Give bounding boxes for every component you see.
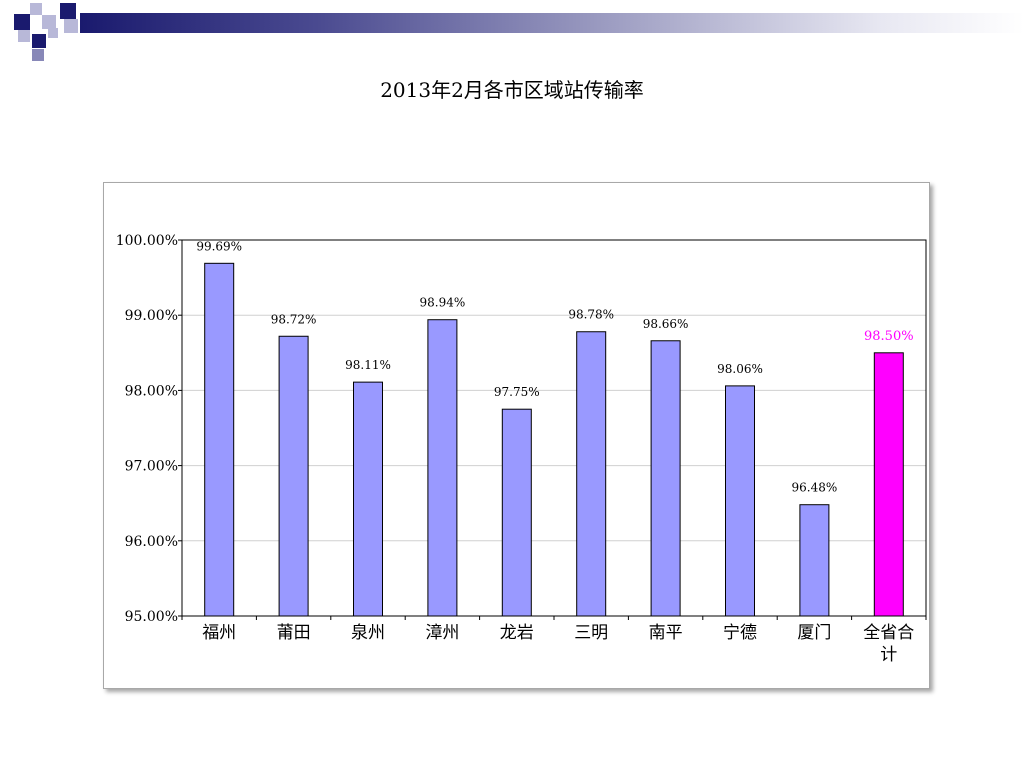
deco-square <box>32 49 44 61</box>
bar <box>725 385 755 617</box>
bar <box>501 408 532 617</box>
deco-square <box>60 3 76 19</box>
x-tick-label: 泉州 <box>351 623 385 643</box>
deco-square <box>30 3 42 15</box>
data-label: 98.94% <box>420 296 466 310</box>
y-tick-label: 96.00% <box>125 534 178 550</box>
y-tick-label: 98.00% <box>125 383 178 399</box>
bar-chart: 95.00% 96.00% 97.00% 98.00% 99.00% 100.00% 99.… <box>116 233 927 665</box>
deco-square <box>48 28 58 38</box>
data-label: 99.69% <box>196 239 242 253</box>
x-tick-label: 南平 <box>649 623 683 643</box>
bar <box>576 331 607 617</box>
data-label: 96.48% <box>792 481 838 495</box>
deco-square <box>32 34 46 48</box>
x-tick-label: 厦门 <box>797 623 831 643</box>
deco-square <box>18 30 30 42</box>
chart-area: 95.00% 96.00% 97.00% 98.00% 99.00% 100.00% 99.… <box>103 182 930 689</box>
bar <box>427 319 458 617</box>
chart-title: 2013年2月各市区域站传输率 <box>380 78 644 102</box>
data-label: 98.66% <box>643 317 689 331</box>
header-decoration <box>0 0 1024 70</box>
x-tick-label: 龙岩 <box>500 623 534 643</box>
data-label: 98.72% <box>271 312 317 326</box>
header-gradient-bar <box>80 13 1024 33</box>
bar <box>353 381 383 617</box>
deco-square <box>42 15 56 29</box>
x-tick-label: 莆田 <box>277 623 311 643</box>
data-label: 98.50% <box>864 329 914 344</box>
y-tick-label: 100.00% <box>116 233 178 249</box>
x-tick-label: 三明 <box>574 623 608 643</box>
data-label: 97.75% <box>494 385 540 399</box>
deco-square <box>14 14 30 30</box>
x-tick-label: 漳州 <box>425 623 459 643</box>
deco-square <box>64 19 78 33</box>
x-tick-label: 福州 <box>202 623 236 643</box>
x-tick-label: 全省合计 <box>863 623 914 665</box>
data-label: 98.11% <box>345 358 391 372</box>
bar <box>204 262 235 617</box>
data-label: 98.78% <box>568 308 614 322</box>
bar <box>650 340 681 617</box>
bar <box>799 504 830 617</box>
bar <box>278 335 309 617</box>
data-label: 98.06% <box>717 362 763 376</box>
y-tick-label: 97.00% <box>125 459 178 475</box>
bar <box>873 352 904 617</box>
x-tick-label: 宁德 <box>723 623 757 643</box>
y-tick-label: 95.00% <box>125 609 178 625</box>
y-tick-label: 99.00% <box>125 308 178 324</box>
